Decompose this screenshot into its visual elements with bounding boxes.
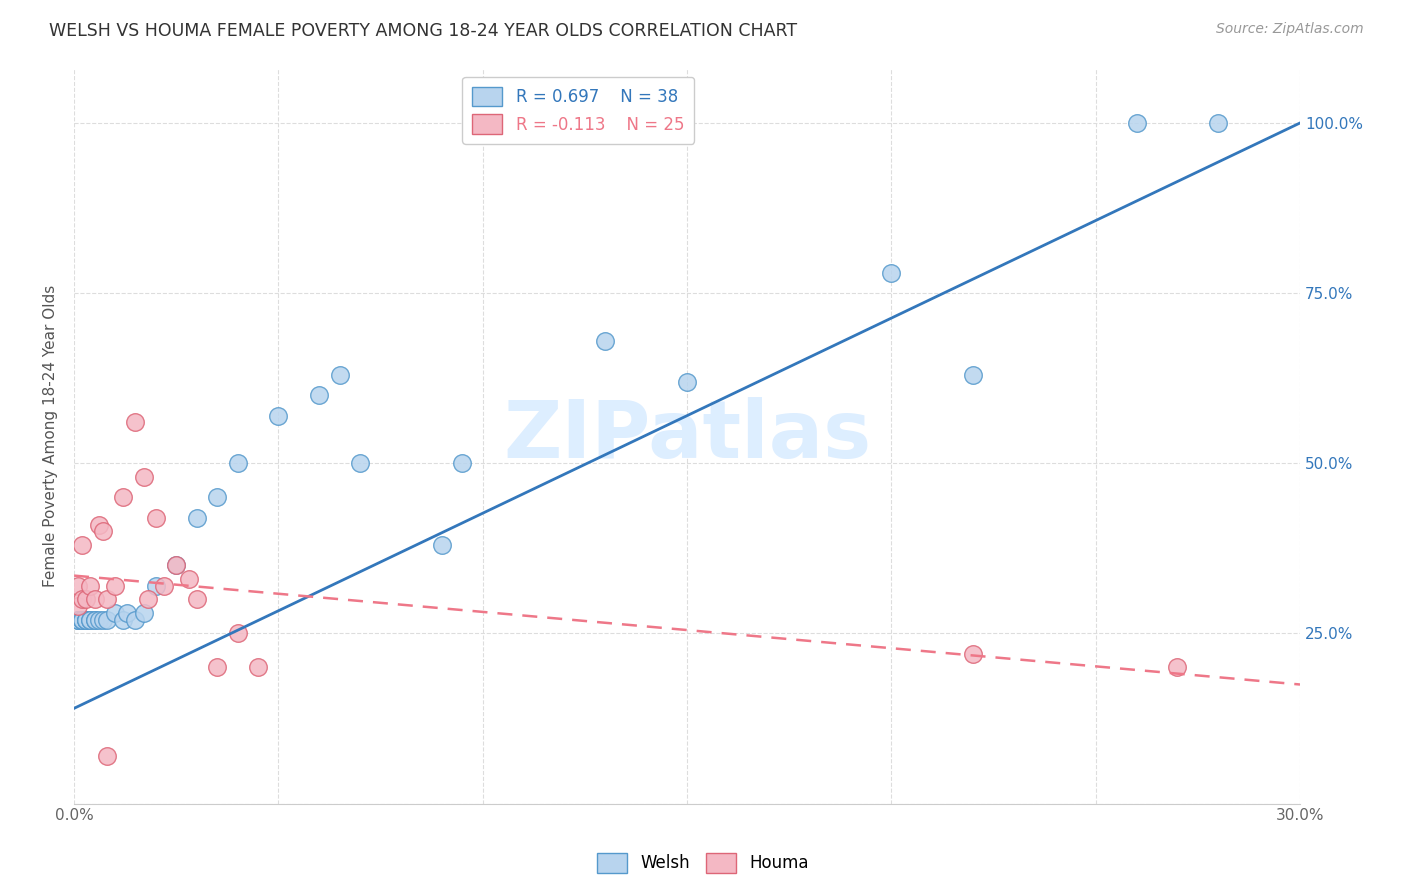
Point xyxy=(880,266,903,280)
Point xyxy=(91,613,114,627)
Point xyxy=(962,368,984,382)
Text: ZIPatlas: ZIPatlas xyxy=(503,397,872,475)
Point xyxy=(96,613,118,627)
Point xyxy=(79,579,101,593)
Y-axis label: Female Poverty Among 18-24 Year Olds: Female Poverty Among 18-24 Year Olds xyxy=(44,285,58,587)
Point xyxy=(112,613,135,627)
Point xyxy=(226,626,249,640)
Point xyxy=(430,538,453,552)
Point xyxy=(75,613,97,627)
Point xyxy=(226,456,249,470)
Point xyxy=(112,491,135,505)
Point xyxy=(83,613,105,627)
Point xyxy=(91,524,114,539)
Point xyxy=(67,613,90,627)
Point xyxy=(83,592,105,607)
Point xyxy=(451,456,474,470)
Point xyxy=(79,613,101,627)
Point xyxy=(186,592,208,607)
Point xyxy=(96,749,118,764)
Point xyxy=(75,613,97,627)
Point xyxy=(962,647,984,661)
Point xyxy=(186,510,208,524)
Point xyxy=(75,592,97,607)
Point xyxy=(87,613,110,627)
Point xyxy=(79,613,101,627)
Point xyxy=(153,579,176,593)
Point xyxy=(165,558,187,573)
Point xyxy=(132,470,155,484)
Point xyxy=(676,375,699,389)
Point xyxy=(87,517,110,532)
Point xyxy=(1125,116,1147,130)
Point xyxy=(349,456,371,470)
Legend: R = 0.697    N = 38, R = -0.113    N = 25: R = 0.697 N = 38, R = -0.113 N = 25 xyxy=(463,77,695,144)
Point xyxy=(72,538,94,552)
Point xyxy=(96,592,118,607)
Point xyxy=(104,579,127,593)
Point xyxy=(136,592,159,607)
Point xyxy=(115,606,138,620)
Point xyxy=(72,613,94,627)
Point xyxy=(145,510,167,524)
Point xyxy=(177,572,200,586)
Legend: Welsh, Houma: Welsh, Houma xyxy=(591,847,815,880)
Point xyxy=(246,660,269,674)
Point xyxy=(67,599,90,614)
Point xyxy=(1166,660,1188,674)
Point xyxy=(205,491,228,505)
Point xyxy=(595,334,617,348)
Point xyxy=(75,613,97,627)
Point xyxy=(308,388,330,402)
Point xyxy=(83,613,105,627)
Point xyxy=(124,416,146,430)
Point xyxy=(67,579,90,593)
Point xyxy=(67,613,90,627)
Point xyxy=(267,409,290,423)
Point xyxy=(165,558,187,573)
Point xyxy=(72,592,94,607)
Point xyxy=(205,660,228,674)
Point xyxy=(67,613,90,627)
Point xyxy=(72,613,94,627)
Point xyxy=(329,368,352,382)
Text: WELSH VS HOUMA FEMALE POVERTY AMONG 18-24 YEAR OLDS CORRELATION CHART: WELSH VS HOUMA FEMALE POVERTY AMONG 18-2… xyxy=(49,22,797,40)
Point xyxy=(72,613,94,627)
Text: Source: ZipAtlas.com: Source: ZipAtlas.com xyxy=(1216,22,1364,37)
Point xyxy=(1206,116,1229,130)
Point xyxy=(145,579,167,593)
Point xyxy=(124,613,146,627)
Point xyxy=(104,606,127,620)
Point xyxy=(132,606,155,620)
